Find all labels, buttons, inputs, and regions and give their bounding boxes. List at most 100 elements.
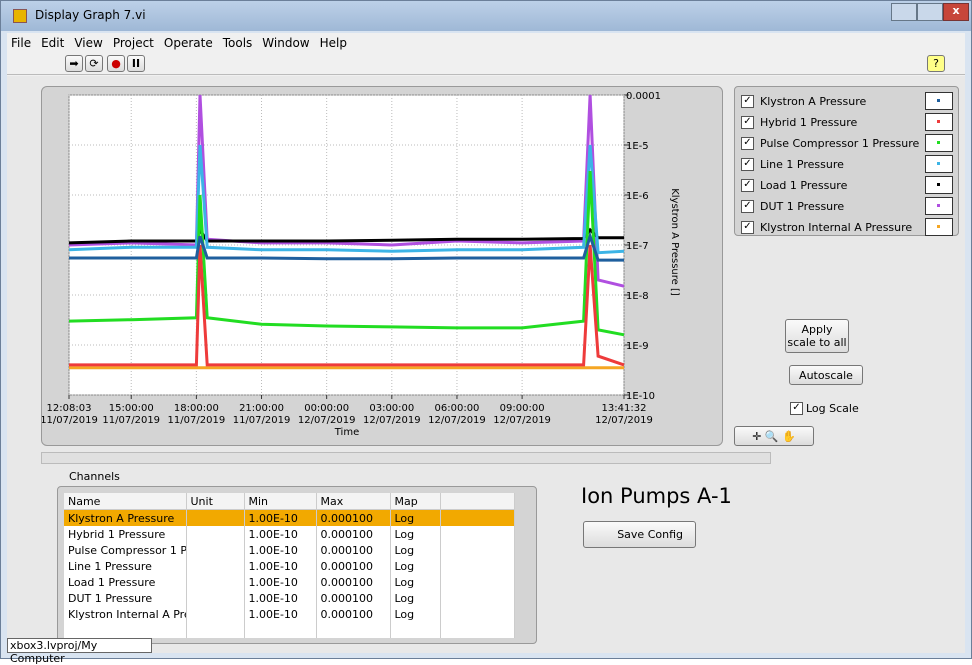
- column-header: Min: [244, 493, 317, 510]
- legend-checkbox[interactable]: ✓: [741, 115, 754, 129]
- table-cell-empty: [316, 622, 391, 638]
- table-cell: Log: [390, 542, 441, 558]
- table-row[interactable]: Pulse Compressor 1 Pressure 1.00E-100.000…: [64, 542, 515, 558]
- legend-checkbox[interactable]: ✓: [741, 178, 754, 192]
- legend-checkbox[interactable]: ✓: [741, 136, 754, 150]
- log-scale-checkbox[interactable]: ✓ Log Scale: [790, 402, 859, 415]
- toolbar: ➡ ⟳ ● II ?: [7, 53, 965, 75]
- table-cell-empty: [244, 622, 317, 638]
- graph-frame: Klystron A Pressure [] Time 0.0001 1E-5 1E…: [41, 86, 723, 446]
- menu-item[interactable]: File: [11, 36, 32, 50]
- table-cell: Hybrid 1 Pressure: [64, 526, 187, 542]
- log-scale-label: Log Scale: [806, 402, 859, 415]
- legend-label: Hybrid 1 Pressure: [760, 115, 858, 129]
- x-tick-label: 03:00:00 12/07/2019: [363, 403, 421, 426]
- menu-item[interactable]: View: [74, 36, 103, 50]
- legend-swatch: [925, 218, 953, 236]
- menu-item[interactable]: Operate: [163, 36, 213, 50]
- legend-checkbox[interactable]: ✓: [741, 199, 754, 213]
- horizontal-scrollbar[interactable]: [41, 452, 771, 464]
- menu-item[interactable]: Window: [262, 36, 310, 50]
- legend-entry[interactable]: ✓ DUT 1 Pressure: [741, 196, 953, 216]
- legend-checkbox[interactable]: ✓: [741, 220, 754, 234]
- chart: Klystron A Pressure [] Time 0.0001 1E-5 1E…: [42, 91, 680, 438]
- table-cell: Line 1 Pressure: [64, 558, 187, 574]
- legend-checkbox[interactable]: ✓: [741, 94, 754, 108]
- table-cell-empty: [390, 622, 441, 638]
- x-tick-label: 13:41:32 12/07/2019: [595, 403, 653, 426]
- table-row[interactable]: Line 1 Pressure 1.00E-10 0.000100 Log: [64, 558, 515, 574]
- legend-dot: [937, 141, 940, 144]
- legend-entry[interactable]: ✓ Line 1 Pressure: [741, 154, 953, 174]
- table-cell: 1.00E-10: [244, 606, 317, 622]
- table-row[interactable]: Load 1 Pressure 1.00E-10 0.000100 Log: [64, 574, 515, 590]
- legend-dot: [937, 183, 940, 186]
- heading: Ion Pumps A-1: [581, 484, 732, 508]
- apply-scale-button[interactable]: Apply scale to all: [785, 319, 849, 353]
- legend-checkbox[interactable]: ✓: [741, 157, 754, 171]
- table-row[interactable]: Klystron A Pressure 1.00E-10 0.000100 Log: [64, 509, 515, 526]
- table-row[interactable]: Hybrid 1 Pressure 1.00E-10 0.000100 Log: [64, 526, 515, 542]
- run-continuous-button[interactable]: ⟳: [85, 55, 103, 72]
- legend-dot: [937, 162, 940, 165]
- table-cell: Log: [390, 509, 441, 526]
- run-button[interactable]: ➡: [65, 55, 83, 72]
- table-cell-empty: [440, 542, 515, 558]
- table-cell: [186, 574, 245, 590]
- menu-item[interactable]: Help: [319, 36, 347, 50]
- save-config-button[interactable]: Save Config: [583, 521, 696, 548]
- column-header: Map: [390, 493, 441, 510]
- status-bar: xbox3.lvproj/My Computer: [7, 638, 152, 665]
- graph-palette[interactable]: ✛ 🔍 ✋: [734, 426, 814, 446]
- table-cell: DUT 1 Pressure: [64, 590, 187, 606]
- legend-entry[interactable]: ✓ Load 1 Pressure: [741, 175, 953, 195]
- x-tick-label: 21:00:00 11/07/2019: [233, 403, 291, 426]
- close-button[interactable]: x: [943, 3, 969, 21]
- table-cell: 1.00E-10: [244, 590, 317, 606]
- header-row: Name Unit Min Max Map: [64, 493, 515, 510]
- column-header: Name: [64, 493, 187, 510]
- menu-item[interactable]: Tools: [222, 36, 253, 50]
- legend-label: Load 1 Pressure: [760, 178, 848, 192]
- table-cell-empty: [64, 622, 187, 638]
- maximize-button[interactable]: [917, 3, 943, 21]
- help-button[interactable]: ?: [927, 55, 945, 72]
- checkbox[interactable]: ✓: [790, 402, 803, 415]
- y-tick-label: 1E-7: [626, 241, 649, 252]
- legend-swatch: [925, 113, 953, 131]
- legend-entry[interactable]: ✓ Pulse Compressor 1 Pressure: [741, 133, 953, 153]
- legend-swatch: [925, 92, 953, 110]
- pause-button[interactable]: II: [127, 55, 145, 72]
- minimize-button[interactable]: [891, 3, 917, 21]
- table-row[interactable]: Klystron Internal A Pressure 1.00E-100.00…: [64, 606, 515, 622]
- table-cell: [186, 542, 245, 558]
- table-cell: [186, 590, 245, 606]
- menu-item[interactable]: Project: [112, 36, 154, 50]
- table-cell: 1.00E-10: [244, 542, 317, 558]
- y-tick-label: 1E-6: [626, 191, 649, 202]
- table-cell: 1.00E-10: [244, 509, 317, 526]
- table-cell: [186, 509, 245, 526]
- legend-entry[interactable]: ✓ Klystron A Pressure: [741, 91, 953, 111]
- autoscale-button[interactable]: Autoscale: [789, 365, 863, 385]
- abort-button[interactable]: ●: [107, 55, 125, 72]
- series-line: [68, 144, 625, 255]
- legend-swatch: [925, 176, 953, 194]
- menu-bar: File Edit View Project Operate Tools Window Hel…: [7, 33, 965, 53]
- table-cell: [186, 526, 245, 542]
- legend-entry[interactable]: ✓ Hybrid 1 Pressure: [741, 112, 953, 132]
- menu-item[interactable]: Edit: [41, 36, 65, 50]
- legend-entry[interactable]: ✓ Klystron Internal A Pressure: [741, 217, 953, 237]
- save-config-label: Save Config: [617, 528, 683, 541]
- legend-dot: [937, 204, 940, 207]
- channels-table: Name Unit Min Max Map Klystron A Pressure 1.00…: [64, 493, 515, 638]
- x-tick-label: 18:00:00 11/07/2019: [168, 403, 226, 426]
- table-cell-empty: [440, 590, 515, 606]
- legend-label: Klystron Internal A Pressure: [760, 220, 913, 234]
- table-cell-empty: [186, 622, 245, 638]
- table-cell: 0.000100: [316, 590, 391, 606]
- table-row[interactable]: DUT 1 Pressure 1.00E-10 0.000100 Log: [64, 590, 515, 606]
- legend-dot: [937, 99, 940, 102]
